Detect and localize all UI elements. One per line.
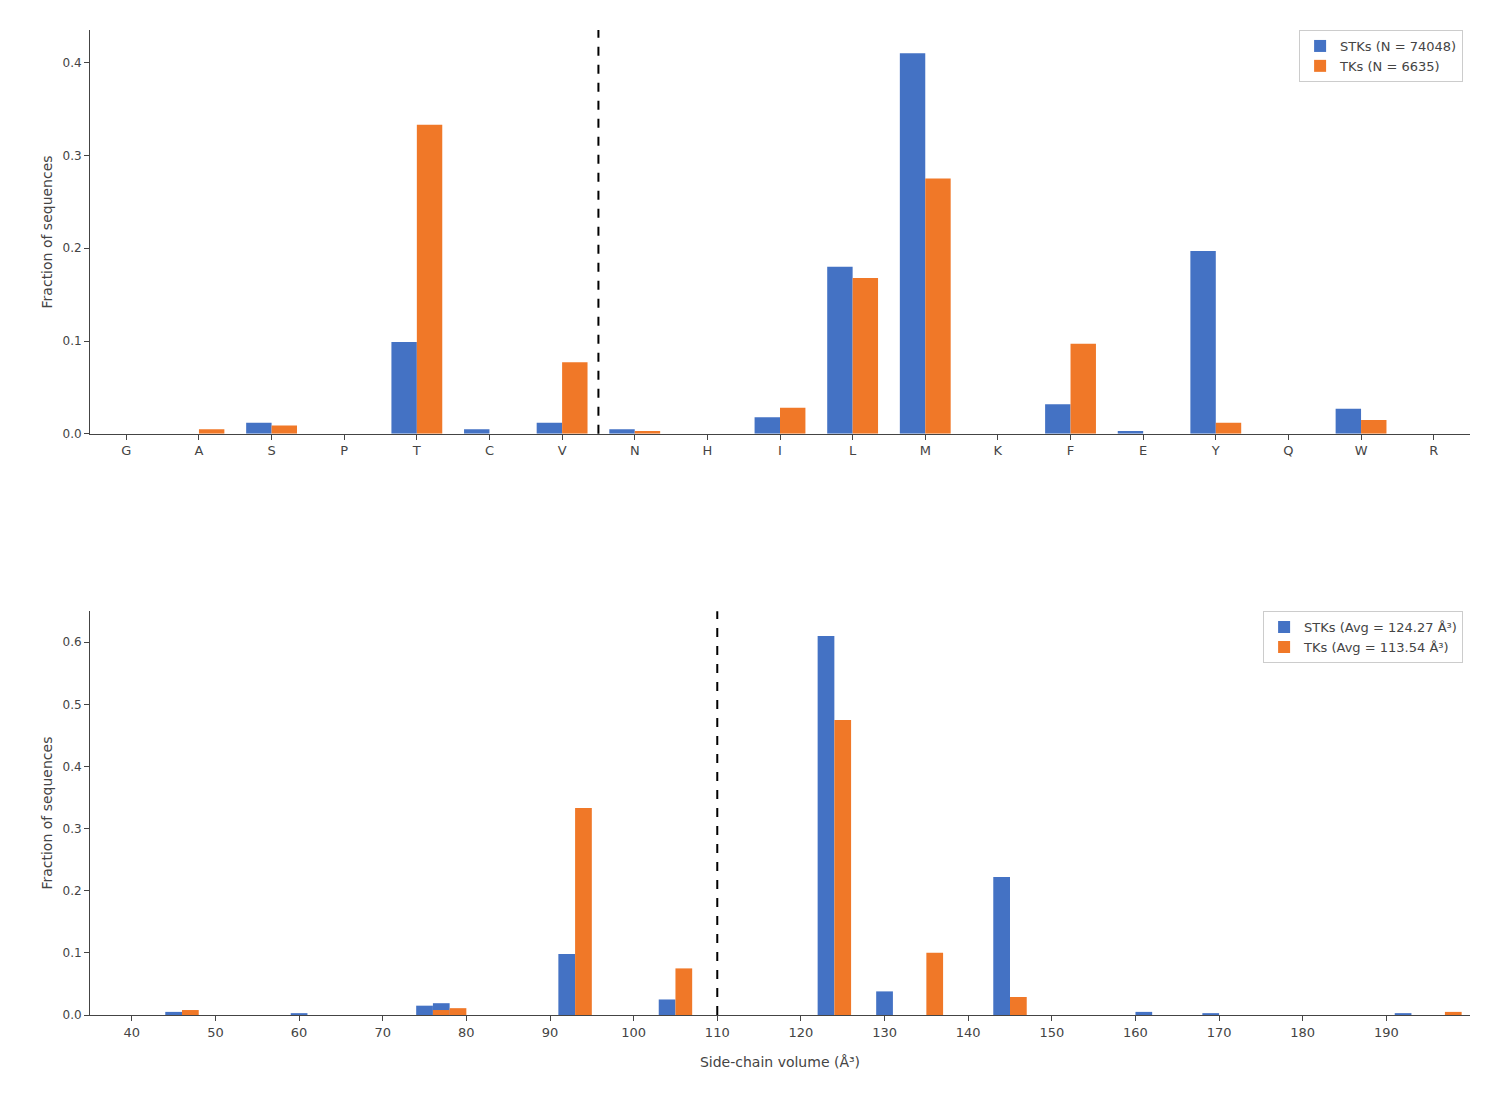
svg-text:L: L	[849, 443, 857, 458]
svg-text:120: 120	[788, 1025, 813, 1040]
svg-text:80: 80	[458, 1025, 475, 1040]
svg-text:130: 130	[872, 1025, 897, 1040]
svg-text:W: W	[1355, 443, 1368, 458]
svg-text:Fraction of sequences: Fraction of sequences	[39, 155, 55, 308]
svg-text:0.0: 0.0	[63, 427, 82, 441]
svg-text:K: K	[994, 443, 1003, 458]
svg-text:Fraction of sequences: Fraction of sequences	[39, 737, 55, 890]
svg-text:170: 170	[1207, 1025, 1232, 1040]
svg-text:0.3: 0.3	[63, 149, 82, 163]
svg-text:M: M	[920, 443, 931, 458]
svg-text:60: 60	[291, 1025, 308, 1040]
svg-text:150: 150	[1039, 1025, 1064, 1040]
svg-text:50: 50	[207, 1025, 224, 1040]
svg-text:140: 140	[956, 1025, 981, 1040]
svg-text:A: A	[194, 443, 203, 458]
svg-text:0.1: 0.1	[63, 334, 82, 348]
svg-text:0.5: 0.5	[63, 698, 82, 712]
svg-text:Y: Y	[1211, 443, 1220, 458]
svg-text:TKs (N = 6635): TKs (N = 6635)	[1339, 59, 1439, 74]
svg-text:E: E	[1139, 443, 1147, 458]
svg-text:H: H	[702, 443, 712, 458]
svg-text:STKs (N = 74048): STKs (N = 74048)	[1340, 39, 1456, 54]
svg-text:180: 180	[1290, 1025, 1315, 1040]
svg-text:N: N	[630, 443, 640, 458]
svg-text:70: 70	[374, 1025, 391, 1040]
svg-text:TKs (Avg = 113.54 Å³): TKs (Avg = 113.54 Å³)	[1303, 640, 1448, 655]
svg-text:0.2: 0.2	[63, 241, 82, 255]
svg-text:0.0: 0.0	[63, 1008, 82, 1022]
svg-text:110: 110	[705, 1025, 730, 1040]
svg-text:0.3: 0.3	[63, 822, 82, 836]
svg-text:S: S	[267, 443, 275, 458]
svg-text:T: T	[412, 443, 421, 458]
svg-text:I: I	[778, 443, 782, 458]
svg-text:160: 160	[1123, 1025, 1148, 1040]
svg-text:STKs (Avg = 124.27 Å³): STKs (Avg = 124.27 Å³)	[1304, 620, 1457, 635]
svg-text:0.1: 0.1	[63, 946, 82, 960]
svg-text:P: P	[340, 443, 348, 458]
svg-text:Side-chain volume (Å³): Side-chain volume (Å³)	[700, 1054, 860, 1070]
svg-text:G: G	[121, 443, 131, 458]
svg-text:F: F	[1067, 443, 1074, 458]
svg-text:100: 100	[621, 1025, 646, 1040]
svg-text:V: V	[558, 443, 567, 458]
svg-text:C: C	[485, 443, 494, 458]
svg-text:0.4: 0.4	[63, 760, 82, 774]
svg-text:0.4: 0.4	[63, 56, 82, 70]
svg-text:Q: Q	[1283, 443, 1293, 458]
svg-text:190: 190	[1374, 1025, 1399, 1040]
svg-text:R: R	[1429, 443, 1438, 458]
svg-text:40: 40	[124, 1025, 141, 1040]
svg-text:0.2: 0.2	[63, 884, 82, 898]
svg-text:90: 90	[542, 1025, 559, 1040]
svg-text:0.6: 0.6	[63, 635, 82, 649]
